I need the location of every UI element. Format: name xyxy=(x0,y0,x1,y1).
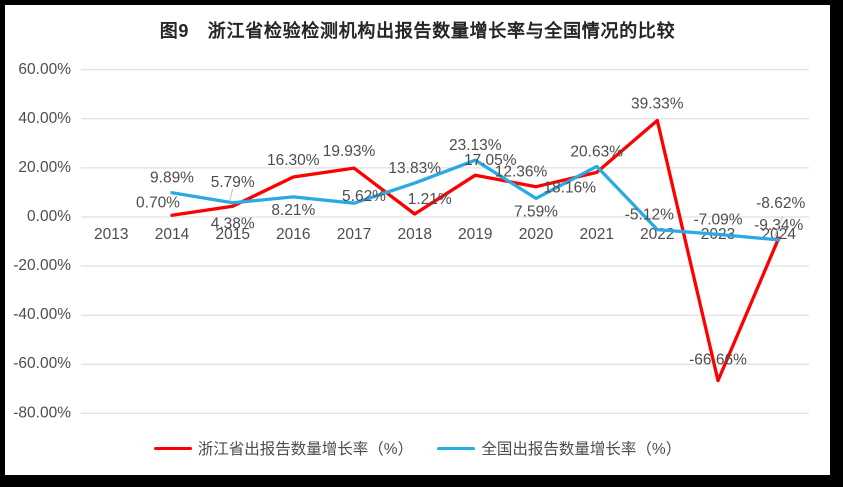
svg-text:16.30%: 16.30% xyxy=(267,152,320,169)
svg-text:20.63%: 20.63% xyxy=(570,143,623,160)
svg-text:5.62%: 5.62% xyxy=(342,188,386,205)
svg-text:18.16%: 18.16% xyxy=(543,179,596,196)
svg-text:9.89%: 9.89% xyxy=(150,170,194,187)
svg-text:2018: 2018 xyxy=(397,226,431,243)
svg-text:4.38%: 4.38% xyxy=(211,215,255,232)
svg-text:13.83%: 13.83% xyxy=(388,160,441,177)
svg-text:2017: 2017 xyxy=(337,226,371,243)
svg-text:23.13%: 23.13% xyxy=(449,137,502,154)
svg-text:2016: 2016 xyxy=(276,226,310,243)
svg-text:1.21%: 1.21% xyxy=(408,191,452,208)
svg-text:40.00%: 40.00% xyxy=(18,110,71,127)
svg-text:-5.12%: -5.12% xyxy=(625,207,674,224)
svg-text:2021: 2021 xyxy=(579,226,613,243)
svg-text:-40.00%: -40.00% xyxy=(13,306,71,323)
svg-text:-7.09%: -7.09% xyxy=(693,211,742,228)
svg-text:2013: 2013 xyxy=(94,226,128,243)
svg-text:-80.00%: -80.00% xyxy=(13,404,71,421)
svg-text:-20.00%: -20.00% xyxy=(13,257,71,274)
svg-text:0.70%: 0.70% xyxy=(136,194,180,211)
svg-text:-66.66%: -66.66% xyxy=(689,352,747,369)
svg-text:12.36%: 12.36% xyxy=(495,164,548,181)
svg-text:2019: 2019 xyxy=(458,226,492,243)
svg-text:-60.00%: -60.00% xyxy=(13,355,71,372)
svg-text:0.00%: 0.00% xyxy=(27,208,71,225)
svg-text:2020: 2020 xyxy=(519,226,554,243)
svg-text:7.59%: 7.59% xyxy=(514,203,558,220)
svg-text:5.79%: 5.79% xyxy=(211,174,255,191)
svg-text:39.33%: 39.33% xyxy=(631,96,684,113)
svg-text:60.00%: 60.00% xyxy=(18,61,71,78)
svg-text:20.00%: 20.00% xyxy=(18,159,71,176)
svg-text:2014: 2014 xyxy=(155,226,190,243)
svg-text:19.93%: 19.93% xyxy=(323,143,376,160)
svg-text:-8.62%: -8.62% xyxy=(756,195,805,212)
svg-text:8.21%: 8.21% xyxy=(271,202,315,219)
